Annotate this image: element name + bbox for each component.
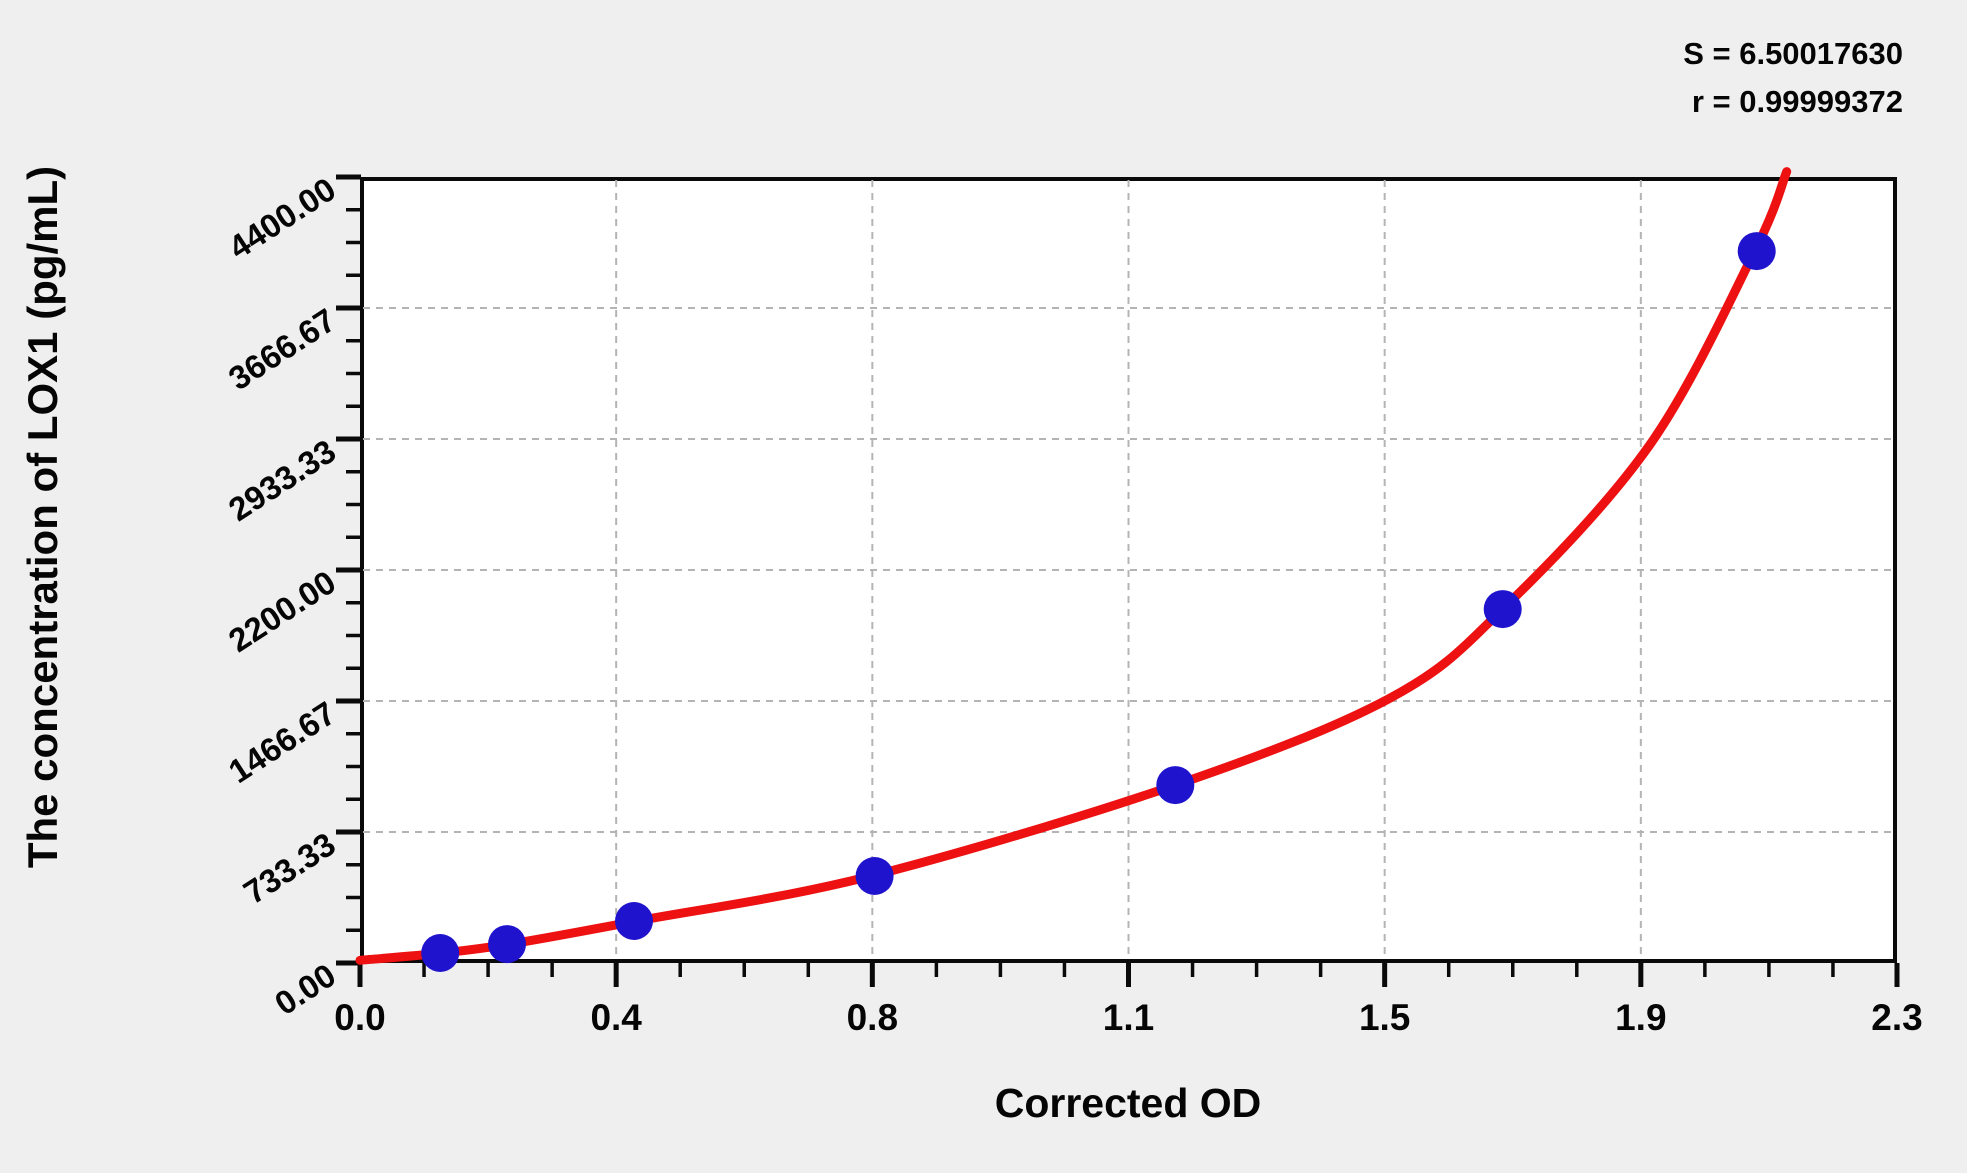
r-value-text: r = 0.99999372 bbox=[1691, 84, 1903, 119]
y-tick-label: 3666.67 bbox=[221, 301, 342, 398]
x-tick-label: 1.1 bbox=[1102, 997, 1155, 1038]
x-tick-label: 1.9 bbox=[1615, 997, 1667, 1038]
data-point bbox=[1156, 766, 1195, 805]
y-tick-label: 1466.67 bbox=[221, 694, 342, 791]
data-point bbox=[615, 902, 653, 940]
x-tick-label: 0.8 bbox=[846, 997, 899, 1038]
data-point bbox=[421, 934, 460, 972]
x-tick-label: 1.5 bbox=[1358, 997, 1411, 1038]
plot-canvas bbox=[336, 167, 1900, 987]
data-point bbox=[1737, 232, 1776, 271]
data-point bbox=[855, 857, 894, 895]
data-point bbox=[1483, 590, 1522, 629]
x-tick-label: 2.3 bbox=[1871, 997, 1923, 1038]
y-tick-label: 2200.00 bbox=[221, 563, 342, 660]
y-tick-label: 733.33 bbox=[236, 825, 342, 912]
y-tick-label: 4400.00 bbox=[221, 170, 342, 267]
x-axis-title: Corrected OD bbox=[994, 1080, 1262, 1126]
fit-statistics: S = 6.50017630 r = 0.99999372 bbox=[1683, 30, 1903, 126]
fit-curve bbox=[355, 167, 1792, 965]
data-point bbox=[488, 925, 526, 964]
y-tick-label: 2933.33 bbox=[221, 432, 342, 529]
x-tick-label: 0.0 bbox=[334, 997, 386, 1038]
y-axis-title: The concentration of LOX1 (pg/mL) bbox=[19, 165, 66, 869]
s-value-text: S = 6.50017630 bbox=[1683, 36, 1903, 71]
x-tick-label: 0.4 bbox=[590, 997, 642, 1038]
